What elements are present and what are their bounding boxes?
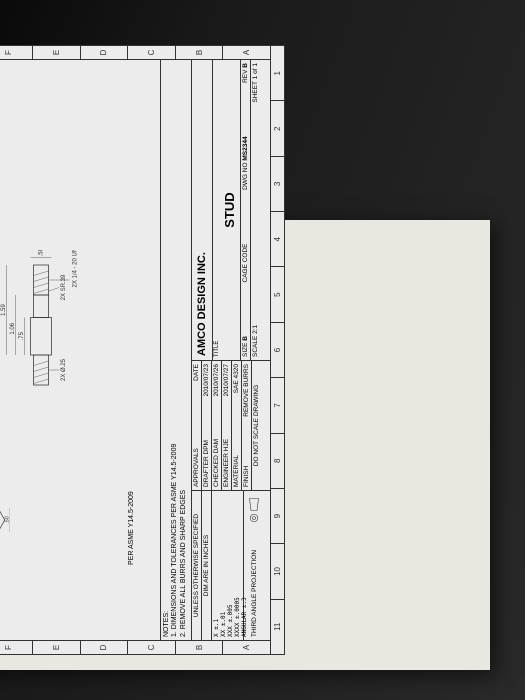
drawing-frame: 11 1098 765 432 1 11109 876 543 21 HGF E… [0,45,285,655]
svg-text:.50: .50 [39,250,45,256]
svg-text:2X SR.39: 2X SR.39 [61,274,67,300]
part-title: STUD [220,63,239,357]
svg-text:.50: .50 [5,516,10,523]
zone-right: HGF EDC BA [0,46,270,60]
zone-left: HGF EDC BA [0,640,270,654]
tolerance-block: UNLESS OTHERWISE SPECIFIED DIM ARE IN IN… [192,490,270,640]
projection-icon [247,494,261,524]
title-info-block: AMCO DESIGN INC. TITLE STUD SIZE B CAGE … [192,60,270,360]
approvals-block: APPROVALS DATE DRAFTER DPM 2010/07/23 CH… [192,360,270,490]
notes: NOTES: 1. DIMENSIONS AND TOLERANCES PER … [163,444,188,637]
zone-bottom: 11109 876 543 21 [270,46,284,654]
svg-text:.75: .75 [19,331,25,340]
svg-text:2X 1/4 - 20 UNC - 2A: 2X 1/4 - 20 UNC - 2A [72,250,78,288]
svg-text:1.06: 1.06 [10,322,16,334]
hex-nut-view: B .50 [0,500,10,540]
drawing-area: B .50 A 2.75 1.59 [0,200,130,600]
company-name: AMCO DESIGN INC. [192,60,213,360]
svg-text:2X Ø.25: 2X Ø.25 [61,358,67,381]
asme-note: PER ASME Y14.5-2009 [128,491,135,565]
stud-view: A 2.75 1.59 1.06 .75 [0,250,95,400]
title-block: NOTES: 1. DIMENSIONS AND TOLERANCES PER … [160,60,270,640]
svg-text:1.59: 1.59 [1,304,7,316]
